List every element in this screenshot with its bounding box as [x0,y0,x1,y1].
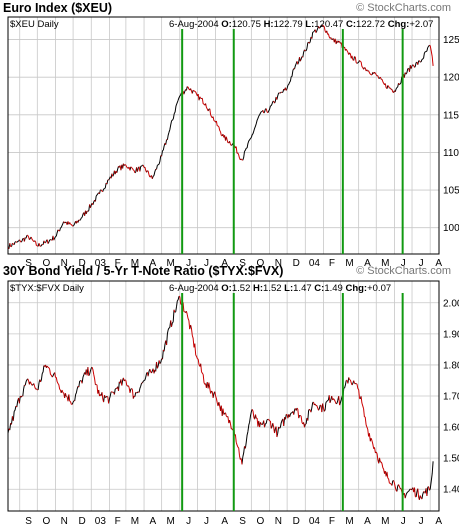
x-tick-label: J [204,258,209,269]
x-tick-label: M [167,258,175,269]
x-tick-label: 03 [95,258,107,269]
x-tick-label: M [131,516,139,527]
quote-readout: 6-Aug-2004 O:120.75 H:122.79 L:120.47 C:… [169,19,433,30]
x-tick-label: N [61,516,68,527]
x-tick-label: S [25,258,32,269]
plot-frame [7,16,440,255]
price-line-down [8,295,430,500]
symbol-label: $TYX:$FVX Daily [10,283,84,294]
x-tick-label: J [401,258,406,269]
x-tick-label: O [257,516,265,527]
x-tick-label: M [167,516,175,527]
bond-ratio-watermark: © StockCharts.com [356,265,451,277]
x-tick-label: A [221,516,228,527]
price-line-up [8,24,430,249]
x-tick-label: M [381,516,389,527]
y-tick-label: 1.70 [443,392,459,403]
x-tick-label: O [43,516,51,527]
x-tick-label: J [186,258,191,269]
x-tick-label: J [419,258,424,269]
x-tick-label: A [364,516,371,527]
x-tick-label: A [221,258,228,269]
x-tick-label: D [293,258,300,269]
y-tick-label: 1.90 [443,329,459,340]
x-tick-label: N [275,516,282,527]
x-tick-label: O [257,258,265,269]
x-tick-label: N [275,258,282,269]
bond-ratio-chart: 1.401.501.601.701.801.902.00SOND03FMAMJJ… [7,280,459,527]
x-tick-label: 04 [309,516,321,527]
y-tick-label: 120 [443,73,459,84]
plot-frame [7,280,440,512]
euro-index-panel-title: Euro Index ($XEU) [3,1,113,15]
x-tick-label: M [345,258,353,269]
x-tick-label: M [345,516,353,527]
x-tick-label: S [25,516,32,527]
y-tick-label: 125 [443,35,459,46]
y-tick-label: 110 [443,148,459,159]
x-tick-label: F [115,516,121,527]
x-tick-label: A [435,258,442,269]
x-tick-label: 04 [309,258,321,269]
x-tick-label: F [115,258,121,269]
x-tick-label: D [293,516,300,527]
x-tick-label: S [239,516,246,527]
x-tick-label: J [186,516,191,527]
x-tick-label: F [329,516,335,527]
x-tick-label: M [381,258,389,269]
x-tick-label: F [329,258,335,269]
x-tick-label: D [79,258,86,269]
x-tick-label: D [79,516,86,527]
x-tick-label: J [419,516,424,527]
x-tick-label: S [239,258,246,269]
y-tick-label: 2.00 [443,298,459,309]
symbol-label: $XEU Daily [10,19,59,30]
x-tick-label: A [150,258,157,269]
x-tick-label: J [204,516,209,527]
x-tick-label: O [43,258,51,269]
y-tick-label: 115 [443,110,459,121]
y-tick-label: 1.50 [443,454,459,465]
bond-ratio-panel-title: 30Y Bond Yield / 5-Yr T-Note Ratio ($TYX… [3,264,284,278]
x-tick-label: A [364,258,371,269]
y-tick-label: 100 [443,223,459,234]
x-tick-label: M [131,258,139,269]
x-tick-label: J [401,516,406,527]
y-tick-label: 1.60 [443,423,459,434]
y-tick-label: 1.80 [443,360,459,371]
x-tick-label: 03 [95,516,107,527]
x-tick-label: A [435,516,442,527]
y-tick-label: 1.40 [443,485,459,496]
x-tick-label: N [61,258,68,269]
y-tick-label: 105 [443,186,459,197]
x-tick-label: A [150,516,157,527]
quote-readout: 6-Aug-2004 O:1.52 H:1.52 L:1.47 C:1.49 C… [169,283,391,294]
euro-index-watermark: © StockCharts.com [356,2,451,14]
